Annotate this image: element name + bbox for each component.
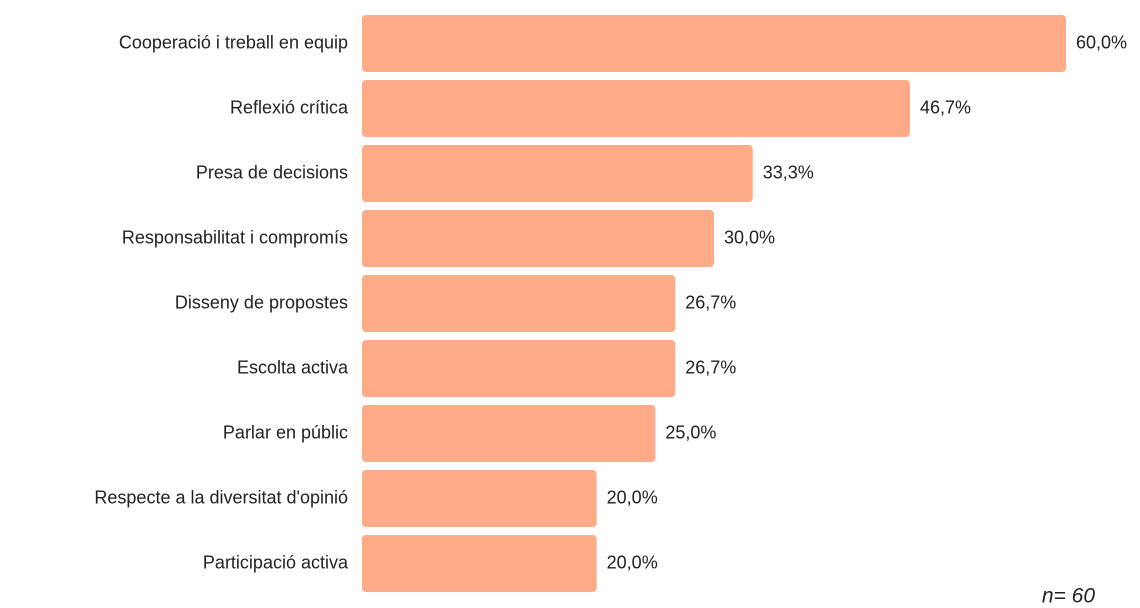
category-label: Participació activa bbox=[203, 552, 349, 572]
bar bbox=[362, 405, 656, 462]
bar bbox=[362, 80, 910, 137]
bar bbox=[362, 15, 1066, 72]
category-label: Disseny de propostes bbox=[175, 292, 348, 312]
category-label: Presa de decisions bbox=[196, 162, 348, 182]
bar bbox=[362, 340, 676, 397]
bar bbox=[362, 145, 753, 202]
value-label: 26,7% bbox=[685, 357, 736, 377]
category-label: Cooperació i treball en equip bbox=[119, 32, 348, 52]
bar bbox=[362, 535, 597, 592]
value-label: 60,0% bbox=[1076, 32, 1127, 52]
annotation: n= 60 bbox=[1042, 585, 1095, 608]
category-label: Responsabilitat i compromís bbox=[122, 227, 348, 247]
category-label: Parlar en públic bbox=[223, 422, 348, 442]
value-label: 25,0% bbox=[665, 422, 716, 442]
category-label: Respecte a la diversitat d'opinió bbox=[94, 487, 348, 507]
category-label: Reflexió crítica bbox=[230, 97, 349, 117]
bar bbox=[362, 470, 597, 527]
bar bbox=[362, 275, 676, 332]
value-label: 20,0% bbox=[607, 552, 658, 572]
value-label: 33,3% bbox=[763, 162, 814, 182]
value-label: 30,0% bbox=[724, 227, 775, 247]
category-label: Escolta activa bbox=[237, 357, 349, 377]
value-label: 46,7% bbox=[920, 97, 971, 117]
bar bbox=[362, 210, 714, 267]
value-label: 20,0% bbox=[607, 487, 658, 507]
value-label: 26,7% bbox=[685, 292, 736, 312]
